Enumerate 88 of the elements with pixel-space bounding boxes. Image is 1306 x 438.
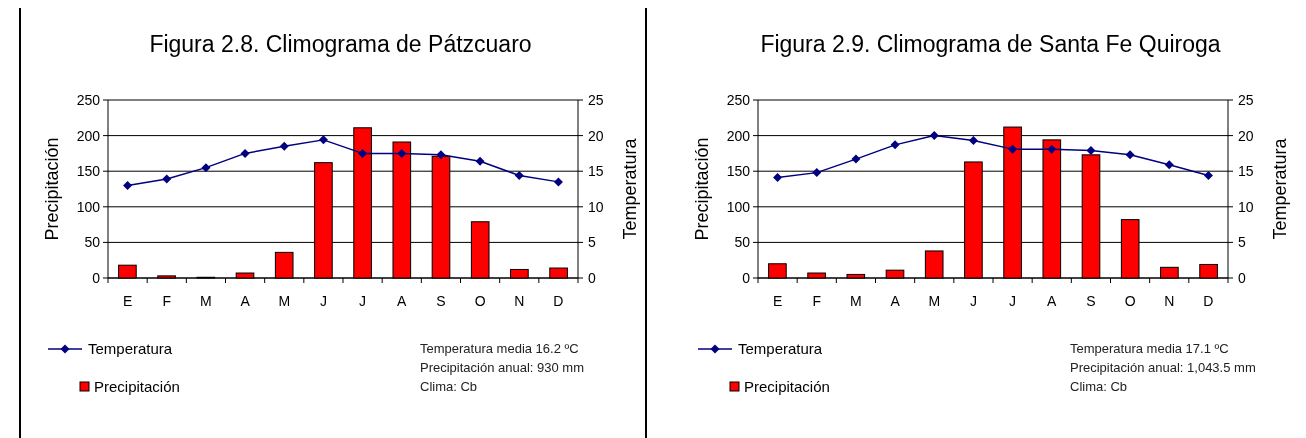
legend-label: Precipitación — [744, 378, 830, 395]
point — [773, 173, 783, 183]
y2-axis-title: Temperatura — [1270, 137, 1290, 240]
x-tick-label: F — [162, 293, 172, 309]
x-tick-label: A — [890, 293, 901, 309]
y-tick-label: 250 — [76, 92, 101, 108]
point — [436, 150, 446, 160]
x-tick-label: J — [1009, 293, 1017, 309]
y2-tick-label: 15 — [588, 163, 604, 180]
y2-tick-label: 0 — [588, 270, 596, 286]
y-tick-label: 100 — [76, 198, 101, 215]
point — [812, 168, 822, 178]
x-tick-label: M — [278, 293, 291, 309]
point — [1164, 160, 1174, 170]
x-tick-label: A — [1047, 293, 1058, 309]
x-tick-label: D — [1203, 293, 1214, 309]
legend-label: Precipitación — [94, 378, 180, 395]
point — [851, 154, 861, 164]
text: Precipitación anual: 1,043.5 mm — [1070, 360, 1256, 375]
y-tick-label: 250 — [726, 92, 751, 108]
point — [123, 180, 133, 190]
point — [475, 156, 485, 166]
y-tick-label: 50 — [734, 234, 751, 251]
x-tick-label: M — [850, 293, 862, 309]
point — [1125, 150, 1135, 160]
point — [1008, 144, 1018, 154]
legend-label: Temperatura — [88, 340, 173, 357]
x-tick-label: E — [122, 293, 133, 309]
x-tick-label: A — [397, 293, 408, 309]
point — [968, 136, 978, 146]
legend-label: Temperatura — [738, 340, 823, 357]
x-tick-label: A — [240, 293, 251, 309]
y-tick-label: 0 — [92, 270, 101, 286]
y2-tick-label: 10 — [1238, 198, 1254, 215]
point — [318, 135, 328, 145]
point — [397, 148, 407, 158]
y-tick-label: 150 — [76, 163, 101, 180]
y2-tick-label: 5 — [1238, 234, 1246, 251]
point — [1203, 170, 1213, 180]
x-tick-label: S — [1086, 293, 1096, 309]
y2-tick-label: 15 — [1238, 163, 1254, 180]
x-tick-label: S — [436, 293, 446, 309]
point — [553, 177, 563, 187]
x-tick-label: N — [1164, 293, 1175, 309]
text: Precipitación anual: 930 mm — [420, 360, 585, 375]
point — [358, 148, 368, 158]
x-tick-label: M — [200, 293, 212, 309]
x-tick-label: M — [928, 293, 941, 309]
text: Clima: Cb — [420, 379, 478, 394]
point — [929, 131, 939, 141]
y2-tick-label: 25 — [1238, 92, 1254, 108]
chart-title: Figura 2.8. Climograma de Pátzcuaro — [149, 31, 532, 57]
text: Temperatura media 17.1 ºC — [1070, 341, 1229, 356]
point — [279, 141, 289, 151]
x-tick-label: J — [969, 293, 977, 309]
y-tick-label: 200 — [726, 127, 751, 144]
y-tick-label: 100 — [726, 198, 751, 215]
point — [1047, 144, 1057, 154]
y-axis-title: Precipitación — [692, 137, 712, 241]
y2-tick-label: 10 — [588, 198, 604, 215]
chart-title: Figura 2.9. Climograma de Santa Fe Quiroga — [760, 31, 1221, 57]
x-tick-label: J — [359, 293, 367, 309]
x-tick-label: O — [1124, 293, 1136, 309]
text: Clima: Cb — [1070, 379, 1128, 394]
x-tick-label: O — [474, 293, 486, 309]
point — [1086, 146, 1096, 156]
y2-tick-label: 5 — [588, 234, 596, 251]
point — [240, 148, 250, 158]
point — [514, 170, 524, 180]
x-tick-label: F — [812, 293, 822, 309]
x-tick-label: N — [514, 293, 525, 309]
y2-tick-label: 20 — [1238, 127, 1254, 144]
x-tick-label: D — [553, 293, 564, 309]
y-tick-label: 50 — [84, 234, 101, 251]
y-tick-label: 0 — [742, 270, 751, 286]
text: Temperatura media 16.2 ºC — [420, 341, 579, 356]
y2-tick-label: 0 — [1238, 270, 1246, 286]
point — [162, 174, 172, 184]
y2-tick-label: 20 — [588, 127, 604, 144]
y2-tick-label: 25 — [588, 92, 604, 108]
x-tick-label: J — [319, 293, 327, 309]
x-tick-label: E — [772, 293, 783, 309]
y-tick-label: 200 — [76, 127, 101, 144]
y-axis-title: Precipitación — [42, 137, 62, 241]
y-tick-label: 150 — [726, 163, 751, 180]
y2-axis-title: Temperatura — [620, 137, 640, 240]
point — [890, 140, 900, 150]
point — [201, 163, 211, 173]
